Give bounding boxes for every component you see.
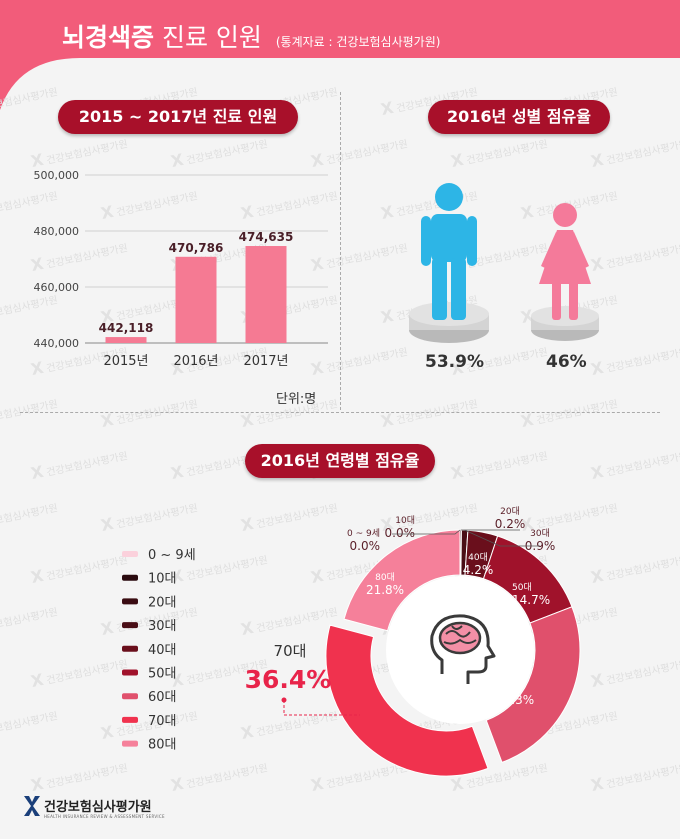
legend-label: 50대 (148, 667, 177, 682)
slice-category-label: 80대 (375, 572, 395, 583)
bar-chart: 440,000 460,000 480,000 500,000 442,118 2015년… (34, 169, 328, 369)
bar-section-title: 2015 ~ 2017년 진료 인원 (58, 100, 298, 134)
slice-category-label: 60대 (496, 682, 516, 693)
legend-label: 80대 (148, 738, 177, 750)
legend-label: 70대 (148, 714, 177, 729)
legend-swatch (122, 645, 138, 652)
legend-swatch (122, 574, 138, 581)
slice-value-label: 26.3% (496, 693, 534, 707)
title-bold: 뇌경색증 (62, 23, 155, 52)
male-icon (421, 183, 477, 320)
bar (175, 256, 217, 343)
y-tick-label: 480,000 (34, 225, 80, 238)
bar-value-label: 474,635 (239, 230, 294, 244)
legend-swatch (122, 598, 138, 605)
legend-swatch (122, 551, 138, 557)
legend-swatch (122, 740, 138, 747)
watermark-item: X건강보험심사평가원 (589, 450, 680, 483)
donut-slice (325, 624, 489, 777)
unit-label: 단위:명 (276, 392, 317, 407)
legend-swatch (122, 669, 138, 676)
brain-folds (443, 625, 477, 645)
donut-slice (485, 606, 581, 764)
slice-category-label: 0 ~ 9세 (347, 528, 380, 539)
watermark-item: X건강보험심사평가원 (449, 138, 549, 171)
slice-value-label: 0.2% (495, 517, 526, 531)
legend-swatch (122, 622, 138, 629)
legend-swatch (122, 716, 138, 723)
age-legend: 0 ~ 9세 10대 20대 30대 40대 50대 60대 70대 80대 (122, 548, 196, 750)
slice-value-label: 4.2% (463, 563, 494, 577)
female-icon (539, 203, 591, 320)
legend-label: 60대 (148, 690, 177, 705)
slice-value-label: 14.7% (512, 593, 550, 607)
age-section-title: 2016년 연령별 점유율 (245, 444, 435, 478)
y-tick-label: 460,000 (34, 281, 80, 294)
head-outline (430, 614, 496, 684)
legend-label: 20대 (148, 595, 177, 610)
bar-value-label: 470,786 (169, 241, 224, 255)
slice-category-label: 10대 (395, 515, 415, 526)
male-percentage: 53.9% (425, 352, 484, 372)
slice-category-label: 50대 (512, 582, 532, 593)
x-tick-label: 2016년 (173, 354, 218, 369)
footer-org-name: 건강보험심사평가원 (44, 800, 152, 815)
vertical-divider (340, 92, 341, 410)
bar (245, 246, 287, 343)
footer-org-english: HEALTH INSURANCE REVIEW & ASSESSMENT SER… (44, 814, 165, 819)
female-figure (531, 203, 599, 341)
legend-label: 30대 (148, 619, 177, 634)
slice-category-label: 40대 (468, 552, 488, 563)
female-percentage: 46% (546, 352, 587, 372)
source-note: (통계자료 : 건강보험심사평가원) (275, 35, 441, 49)
gender-section-title: 2016년 성별 점유율 (428, 100, 610, 134)
age-donut-chart: 0 ~ 9세0.0%10대0.0%20대0.2%30대0.9%40대4.2%50… (245, 506, 581, 777)
slice-category-label: 70대 (274, 642, 307, 660)
x-tick-label: 2015년 (103, 354, 148, 369)
male-figure (409, 183, 489, 343)
slice-value-label: 0.0% (385, 526, 416, 540)
watermark-item: X건강보험심사평가원 (589, 138, 680, 171)
legend-label: 0 ~ 9세 (148, 548, 196, 563)
gender-figures (409, 183, 599, 343)
bar-value-label: 442,118 (99, 321, 154, 335)
y-tick-label: 500,000 (34, 169, 80, 182)
slice-category-label: 20대 (500, 506, 520, 517)
callout-dot (281, 697, 287, 703)
watermark-item: X건강보험심사평가원 (449, 450, 549, 483)
leader-line (392, 529, 461, 535)
leader-line (464, 529, 540, 547)
title-rest: 진료 인원 (161, 23, 262, 52)
slice-value-label: 0.0% (350, 539, 381, 553)
slice-value-label: 21.8% (366, 583, 404, 597)
legend-swatch (122, 693, 138, 700)
x-tick-label: 2017년 (243, 354, 288, 369)
callout-line (283, 700, 360, 716)
y-tick-label: 440,000 (34, 337, 80, 350)
watermark-item: X건강보험심사평가원 (29, 450, 129, 483)
slice-category-label: 30대 (530, 528, 550, 539)
slice-value-label: 36.4% (245, 665, 332, 694)
page-title: 뇌경색증 진료 인원 (통계자료 : 건강보험심사평가원) (62, 18, 440, 54)
legend-label: 10대 (148, 572, 177, 587)
legend-label: 40대 (148, 643, 177, 658)
brain-head-icon (430, 614, 496, 684)
bar (105, 337, 147, 343)
logo-icon (24, 796, 40, 816)
header-background (0, 0, 680, 110)
horizontal-divider (20, 412, 660, 413)
